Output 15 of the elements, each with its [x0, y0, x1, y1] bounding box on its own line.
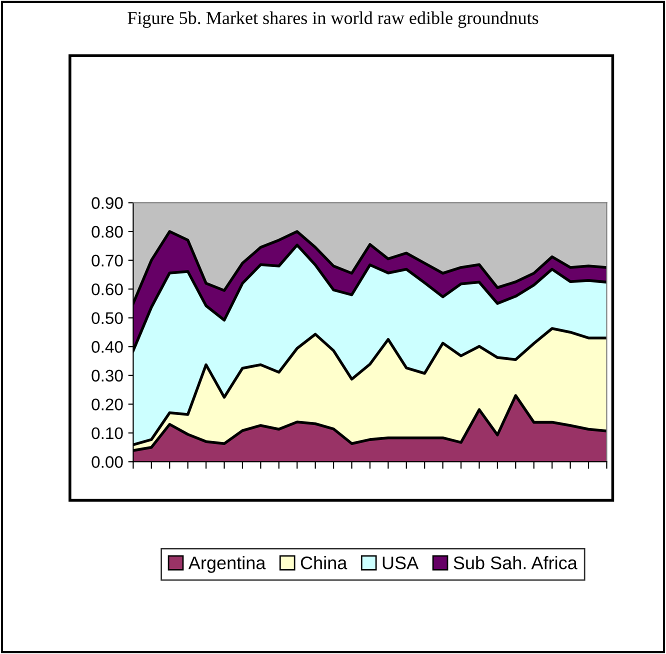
y-tick-label: 0.80 — [92, 226, 123, 238]
legend-label: China — [300, 556, 348, 570]
legend-label: Sub Sah. Africa — [454, 556, 578, 570]
y-tick-label: 0.40 — [92, 341, 123, 353]
y-tick-label: 0.30 — [92, 370, 123, 382]
y-tick-label: 0.10 — [92, 427, 123, 440]
y-tick-label: 0.70 — [92, 254, 123, 266]
y-tick-label: 0.20 — [92, 398, 123, 410]
y-tick-label: 0.50 — [92, 312, 123, 324]
y-tick-label: 0.60 — [92, 283, 123, 296]
chart-title: Figure 5b. Market shares in world raw edible groundnuts — [128, 11, 538, 28]
y-tick-label: 0.90 — [92, 197, 123, 209]
legend-label: USA — [382, 556, 419, 570]
legend-label: Argentina — [188, 556, 266, 573]
y-tick-label: 0.00 — [92, 456, 123, 468]
